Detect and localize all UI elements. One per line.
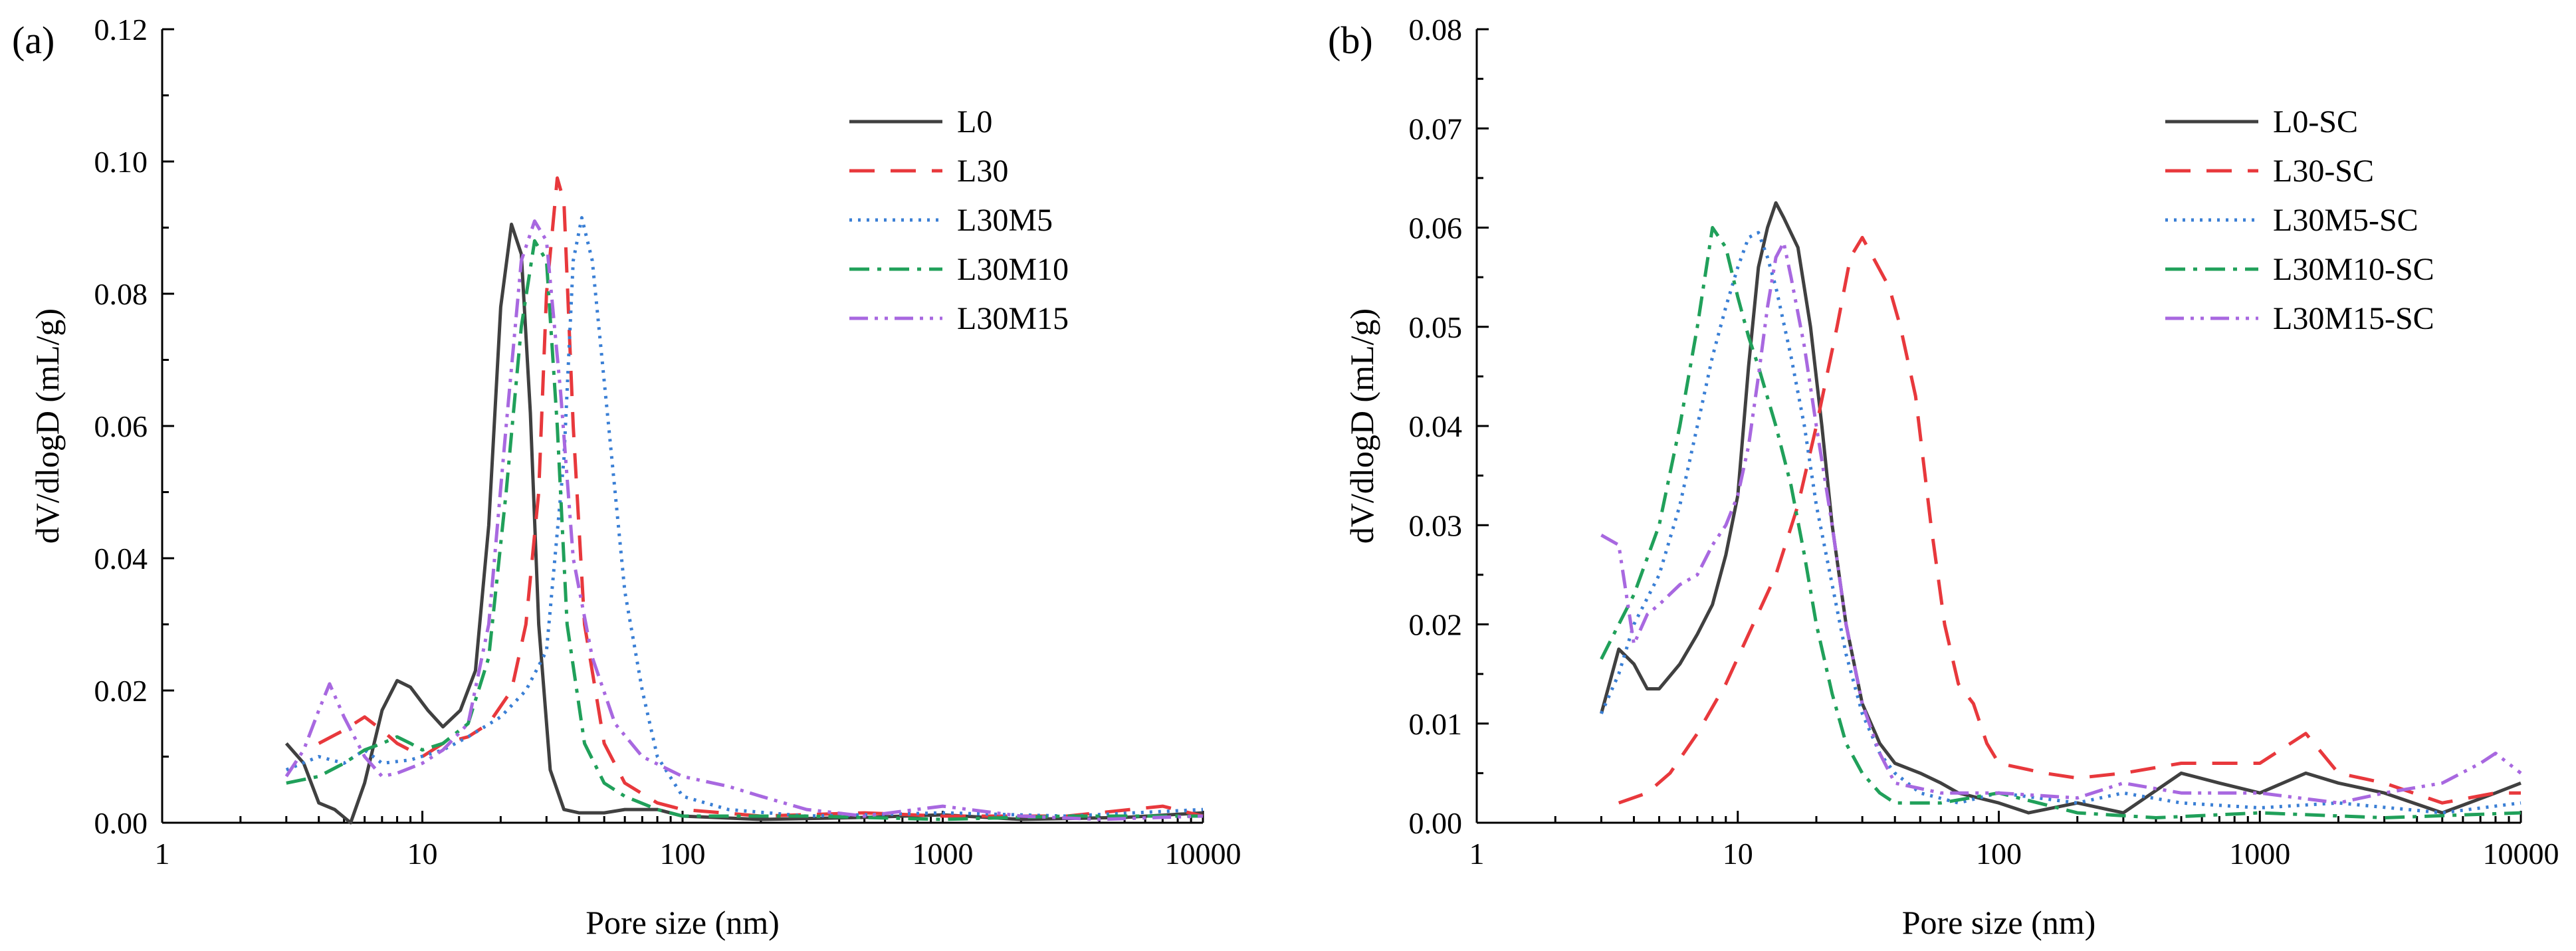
x-tick-label: 1 (155, 837, 170, 871)
y-tick-label: 0.10 (94, 145, 148, 179)
y-tick-label: 0.02 (1409, 608, 1463, 642)
legend-label: L30M10 (957, 252, 1069, 287)
legend-label: L30-SC (2273, 154, 2374, 189)
series-line-l30m5 (285, 216, 1204, 818)
series-line-l30m10-sc (1600, 226, 2522, 819)
y-tick-label: 0.03 (1409, 508, 1463, 542)
y-tick-label: 0.04 (94, 542, 148, 576)
panel-label: (a) (12, 19, 54, 62)
y-tick-label: 0.00 (94, 806, 148, 840)
y-tick-label: 0.08 (1409, 13, 1463, 47)
y-axis-title: dV/dlogD (mL/g) (1343, 308, 1380, 544)
series-line-l30m5-sc (1600, 231, 2522, 815)
x-tick-label: 1 (1469, 837, 1485, 871)
legend-label: L30M15 (957, 301, 1069, 336)
legend-label: L30M5 (957, 203, 1053, 238)
x-axis-title: Pore size (nm) (1902, 904, 2096, 941)
x-tick-label: 10 (1723, 837, 1753, 871)
y-tick-label: 0.07 (1409, 112, 1463, 146)
y-tick-label: 0.08 (94, 277, 148, 311)
legend-label: L30M10-SC (2273, 252, 2434, 287)
legend-label: L30 (957, 154, 1008, 189)
legend-label: L30M5-SC (2273, 203, 2418, 238)
y-tick-label: 0.00 (1409, 806, 1463, 840)
series-line-l30 (318, 176, 1204, 818)
legend: L0-SC L30-SC L30M5-SC L30M10-SC L30M15-SC (2165, 104, 2434, 336)
y-tick-label: 0.06 (1409, 211, 1463, 245)
series-line-l0-sc (1599, 201, 2522, 815)
series-line-l0 (284, 223, 1204, 825)
x-tick-label: 100 (660, 837, 706, 871)
y-tick-label: 0.12 (94, 13, 148, 47)
legend: L0 L30 L30M5 L30M10 L30M15 (849, 104, 1069, 336)
legend-label: L0-SC (2273, 104, 2358, 140)
y-tick-label: 0.04 (1409, 409, 1463, 443)
y-tick-label: 0.05 (1409, 310, 1463, 344)
y-tick-label: 0.02 (94, 674, 148, 708)
x-tick-label: 10000 (2483, 837, 2559, 871)
chart-panel-b: 1 10 100 1000 10000 0.00 0.01 0.02 0.03 0.04 0.05 0… (1328, 13, 2559, 941)
y-tick-label: 0.01 (1409, 707, 1463, 741)
x-tick-label: 1000 (912, 837, 974, 871)
panel-label: (b) (1328, 19, 1373, 62)
y-tick-label: 0.06 (94, 409, 148, 443)
legend-label: L30M15-SC (2273, 301, 2434, 336)
x-tick-label: 10000 (1165, 837, 1241, 871)
legend-label: L0 (957, 104, 992, 140)
chart-panel-a: 1 10 100 1000 10000 0.00 0.02 0.04 0.06 0.08 0.10 0… (12, 13, 1241, 941)
x-tick-label: 1000 (2229, 837, 2290, 871)
y-axis-title: dV/dlogD (mL/g) (29, 308, 66, 544)
series-line-l30m15-sc (1600, 241, 2522, 805)
series-line-l30m10 (286, 239, 1203, 821)
x-tick-label: 100 (1976, 837, 2022, 871)
x-axis-title: Pore size (nm) (586, 904, 780, 941)
series-line-l30-sc (1618, 235, 2521, 805)
x-tick-label: 10 (407, 837, 438, 871)
